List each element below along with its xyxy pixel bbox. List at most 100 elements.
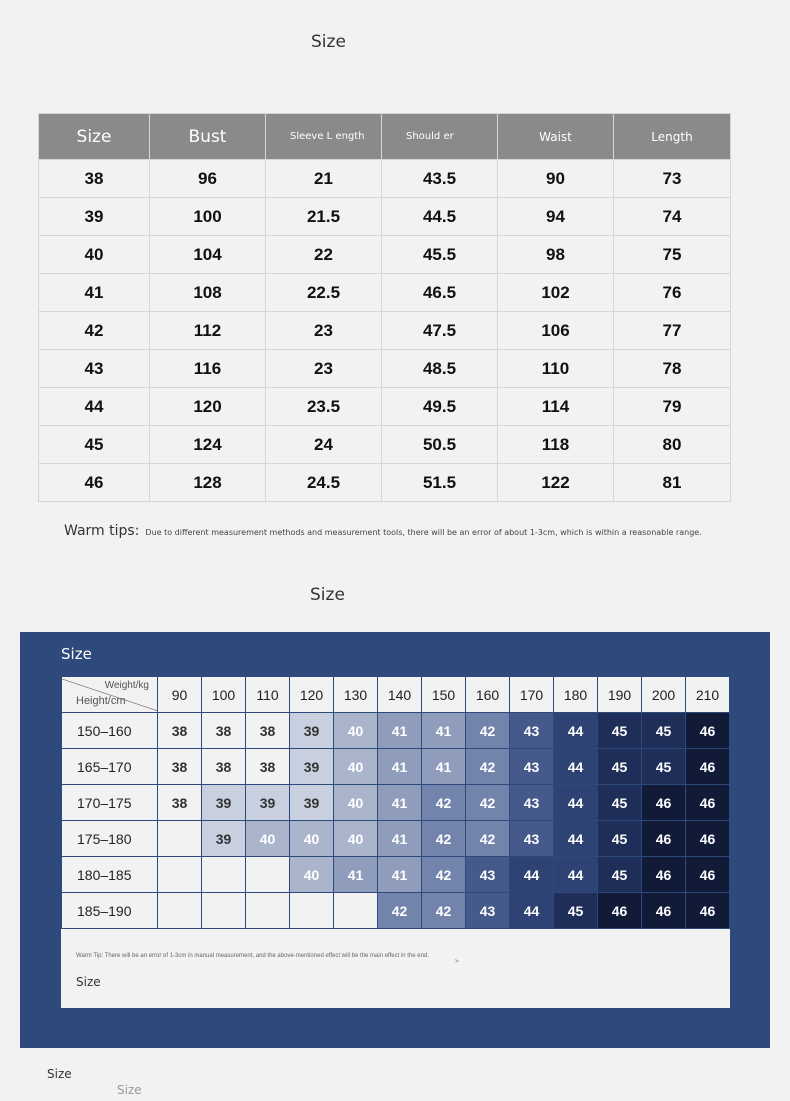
size-cell: 41 (377, 748, 422, 785)
table-cell: 45.5 (381, 235, 498, 274)
size-cell: 44 (509, 892, 554, 929)
size-cell: 41 (333, 856, 378, 893)
table-cell: 43.5 (381, 159, 498, 198)
panel-title: Size (61, 645, 92, 663)
table-row: 41 108 22.5 46.5 102 76 (38, 273, 731, 312)
table-cell: 46.5 (381, 273, 498, 312)
table-cell: 81 (613, 463, 731, 502)
table-cell: 98 (497, 235, 614, 274)
size-cell: 39 (201, 784, 246, 821)
height-row: 170–175 38 39 39 39 40 41 42 42 43 44 45 46 46 (61, 784, 730, 821)
table-cell: 22.5 (265, 273, 382, 312)
table-cell: 50.5 (381, 425, 498, 464)
size-cell: 41 (377, 856, 422, 893)
height-axis-label: Height/cm (76, 695, 126, 707)
table-cell: 38 (38, 159, 150, 198)
table-cell: 116 (149, 349, 266, 388)
size-cell: 40 (333, 748, 378, 785)
size-cell: 38 (201, 712, 246, 749)
table-cell: 122 (497, 463, 614, 502)
size-cell: 39 (289, 712, 334, 749)
weight-header: 120 (289, 676, 334, 713)
weight-header: 150 (421, 676, 466, 713)
column-header: Waist (497, 113, 614, 160)
table-row: 43 116 23 48.5 110 78 (38, 349, 731, 388)
table-cell: 45 (38, 425, 150, 464)
size-cell: 43 (509, 712, 554, 749)
table-cell: 22 (265, 235, 382, 274)
size-cell: 40 (333, 784, 378, 821)
table-cell: 73 (613, 159, 731, 198)
size-cell: 39 (289, 748, 334, 785)
table-cell: 49.5 (381, 387, 498, 426)
column-header: Sleeve L ength (265, 113, 382, 160)
size-cell: 44 (553, 748, 598, 785)
table-cell: 104 (149, 235, 266, 274)
table-row: 40 104 22 45.5 98 75 (38, 235, 731, 274)
height-row: 175–180 39 40 40 40 41 42 42 43 44 45 46 46 (61, 820, 730, 857)
table-row: 38 96 21 43.5 90 73 (38, 159, 731, 198)
warm-tips: Warm tips: Due to different measurement m… (64, 523, 702, 539)
table-row: 42 112 23 47.5 106 77 (38, 311, 731, 350)
weight-header: 180 (553, 676, 598, 713)
size-cell: 45 (641, 748, 686, 785)
table-cell: 76 (613, 273, 731, 312)
table-cell: 100 (149, 197, 266, 236)
column-header: Bust (149, 113, 266, 160)
table-cell: 79 (613, 387, 731, 426)
grid-note: Warm Tip: There will be an error of 1-3c… (76, 953, 429, 959)
table-cell: 39 (38, 197, 150, 236)
size-cell: 42 (465, 784, 510, 821)
corner-header: Weight/kg Height/cm (61, 676, 158, 713)
table-cell: 102 (497, 273, 614, 312)
size-cell: 42 (421, 820, 466, 857)
table-cell: 21 (265, 159, 382, 198)
table-cell: 24 (265, 425, 382, 464)
height-label: 185–190 (61, 892, 158, 929)
size-cell: 39 (289, 784, 334, 821)
note-mark: > (455, 959, 459, 965)
table-cell: 108 (149, 273, 266, 312)
table-cell: 110 (497, 349, 614, 388)
weight-header: 190 (597, 676, 642, 713)
size-cell: 44 (553, 820, 598, 857)
table-cell: 96 (149, 159, 266, 198)
table-cell: 46 (38, 463, 150, 502)
size-cell: 46 (641, 892, 686, 929)
table-cell: 47.5 (381, 311, 498, 350)
size-cell: 46 (641, 820, 686, 857)
table-cell: 23.5 (265, 387, 382, 426)
size-cell: 40 (333, 712, 378, 749)
table-cell: 94 (497, 197, 614, 236)
size-cell: 41 (377, 820, 422, 857)
column-header: Should er (381, 113, 498, 160)
table-cell: 90 (497, 159, 614, 198)
height-row: 165–170 38 38 38 39 40 41 41 42 43 44 45 45 46 (61, 748, 730, 785)
size-cell: 45 (597, 856, 642, 893)
size-cell: 46 (685, 856, 730, 893)
size-cell (157, 820, 202, 857)
size-cell (245, 892, 290, 929)
weight-header: 100 (201, 676, 246, 713)
height-label: 165–170 (61, 748, 158, 785)
table-cell: 24.5 (265, 463, 382, 502)
table-cell: 75 (613, 235, 731, 274)
footer-label: Size (47, 1067, 72, 1081)
table-row: 39 100 21.5 44.5 94 74 (38, 197, 731, 236)
size-cell: 39 (201, 820, 246, 857)
size-cell: 38 (245, 748, 290, 785)
size-cell: 46 (597, 892, 642, 929)
table-cell: 48.5 (381, 349, 498, 388)
size-measurement-table: Size Bust Sleeve L ength Should er Waist Leng… (38, 113, 731, 502)
size-cell: 42 (465, 748, 510, 785)
weight-header-row: Weight/kg Height/cm 90 100 110 120 130 140 150 16… (61, 676, 730, 713)
height-weight-size-grid: Weight/kg Height/cm 90 100 110 120 130 140 150 16… (61, 676, 730, 929)
size-cell: 39 (245, 784, 290, 821)
table-cell: 44 (38, 387, 150, 426)
table-cell: 41 (38, 273, 150, 312)
size-cell: 42 (465, 712, 510, 749)
size-cell: 41 (377, 712, 422, 749)
table-row: 44 120 23.5 49.5 114 79 (38, 387, 731, 426)
size-cell: 41 (421, 748, 466, 785)
size-grid-card: Weight/kg Height/cm 90 100 110 120 130 140 150 16… (61, 676, 730, 1008)
